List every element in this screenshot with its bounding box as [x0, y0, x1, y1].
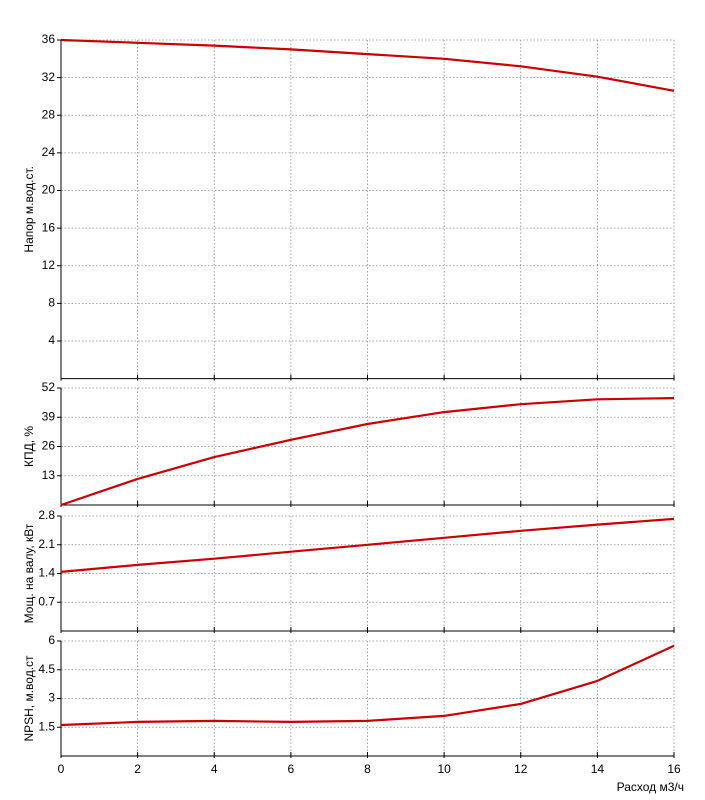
- y-tick-label: 6: [48, 633, 55, 647]
- x-tick-label: 12: [514, 762, 528, 776]
- x-tick-label: 16: [667, 762, 681, 776]
- y-axis-label: КПД, %: [22, 426, 36, 467]
- y-tick-label: 39: [42, 409, 56, 423]
- x-tick-label: 14: [591, 762, 605, 776]
- y-tick-label: 36: [42, 32, 56, 46]
- x-tick-label: 8: [364, 762, 371, 776]
- y-tick-label: 32: [42, 70, 56, 84]
- x-tick-label: 4: [211, 762, 218, 776]
- y-axis-label: NPSH, м.вод.ст: [22, 655, 36, 742]
- x-tick-label: 6: [288, 762, 295, 776]
- x-axis-label: Расход м3/ч: [617, 780, 684, 794]
- series-line: [60, 644, 675, 727]
- series-line: [60, 397, 675, 507]
- y-axis-label: Мощ. на валу, кВт: [22, 523, 36, 623]
- y-tick-label: 0.7: [38, 594, 55, 608]
- y-tick-label: 16: [42, 220, 56, 234]
- y-axis-label: Напор м.вод.ст.: [22, 166, 36, 253]
- y-tick-label: 52: [42, 380, 56, 394]
- y-tick-label: 2.1: [38, 537, 55, 551]
- series-line: [60, 517, 675, 573]
- y-tick-label: 20: [42, 183, 56, 197]
- y-tick-label: 3: [48, 691, 55, 705]
- y-tick-label: 1.4: [38, 566, 55, 580]
- y-tick-label: 26: [42, 439, 56, 453]
- x-tick-label: 2: [134, 762, 141, 776]
- series-line: [60, 38, 675, 92]
- y-tick-label: 24: [42, 145, 56, 159]
- y-tick-label: 12: [42, 258, 56, 272]
- y-tick-label: 1.5: [38, 719, 55, 733]
- y-tick-label: 4.5: [38, 662, 55, 676]
- x-tick-label: 0: [58, 762, 65, 776]
- y-tick-label: 8: [48, 296, 55, 310]
- x-tick-label: 10: [437, 762, 451, 776]
- y-tick-label: 2.8: [38, 508, 55, 522]
- y-tick-label: 4: [48, 333, 55, 347]
- y-tick-label: 28: [42, 107, 56, 121]
- y-tick-label: 13: [42, 468, 56, 482]
